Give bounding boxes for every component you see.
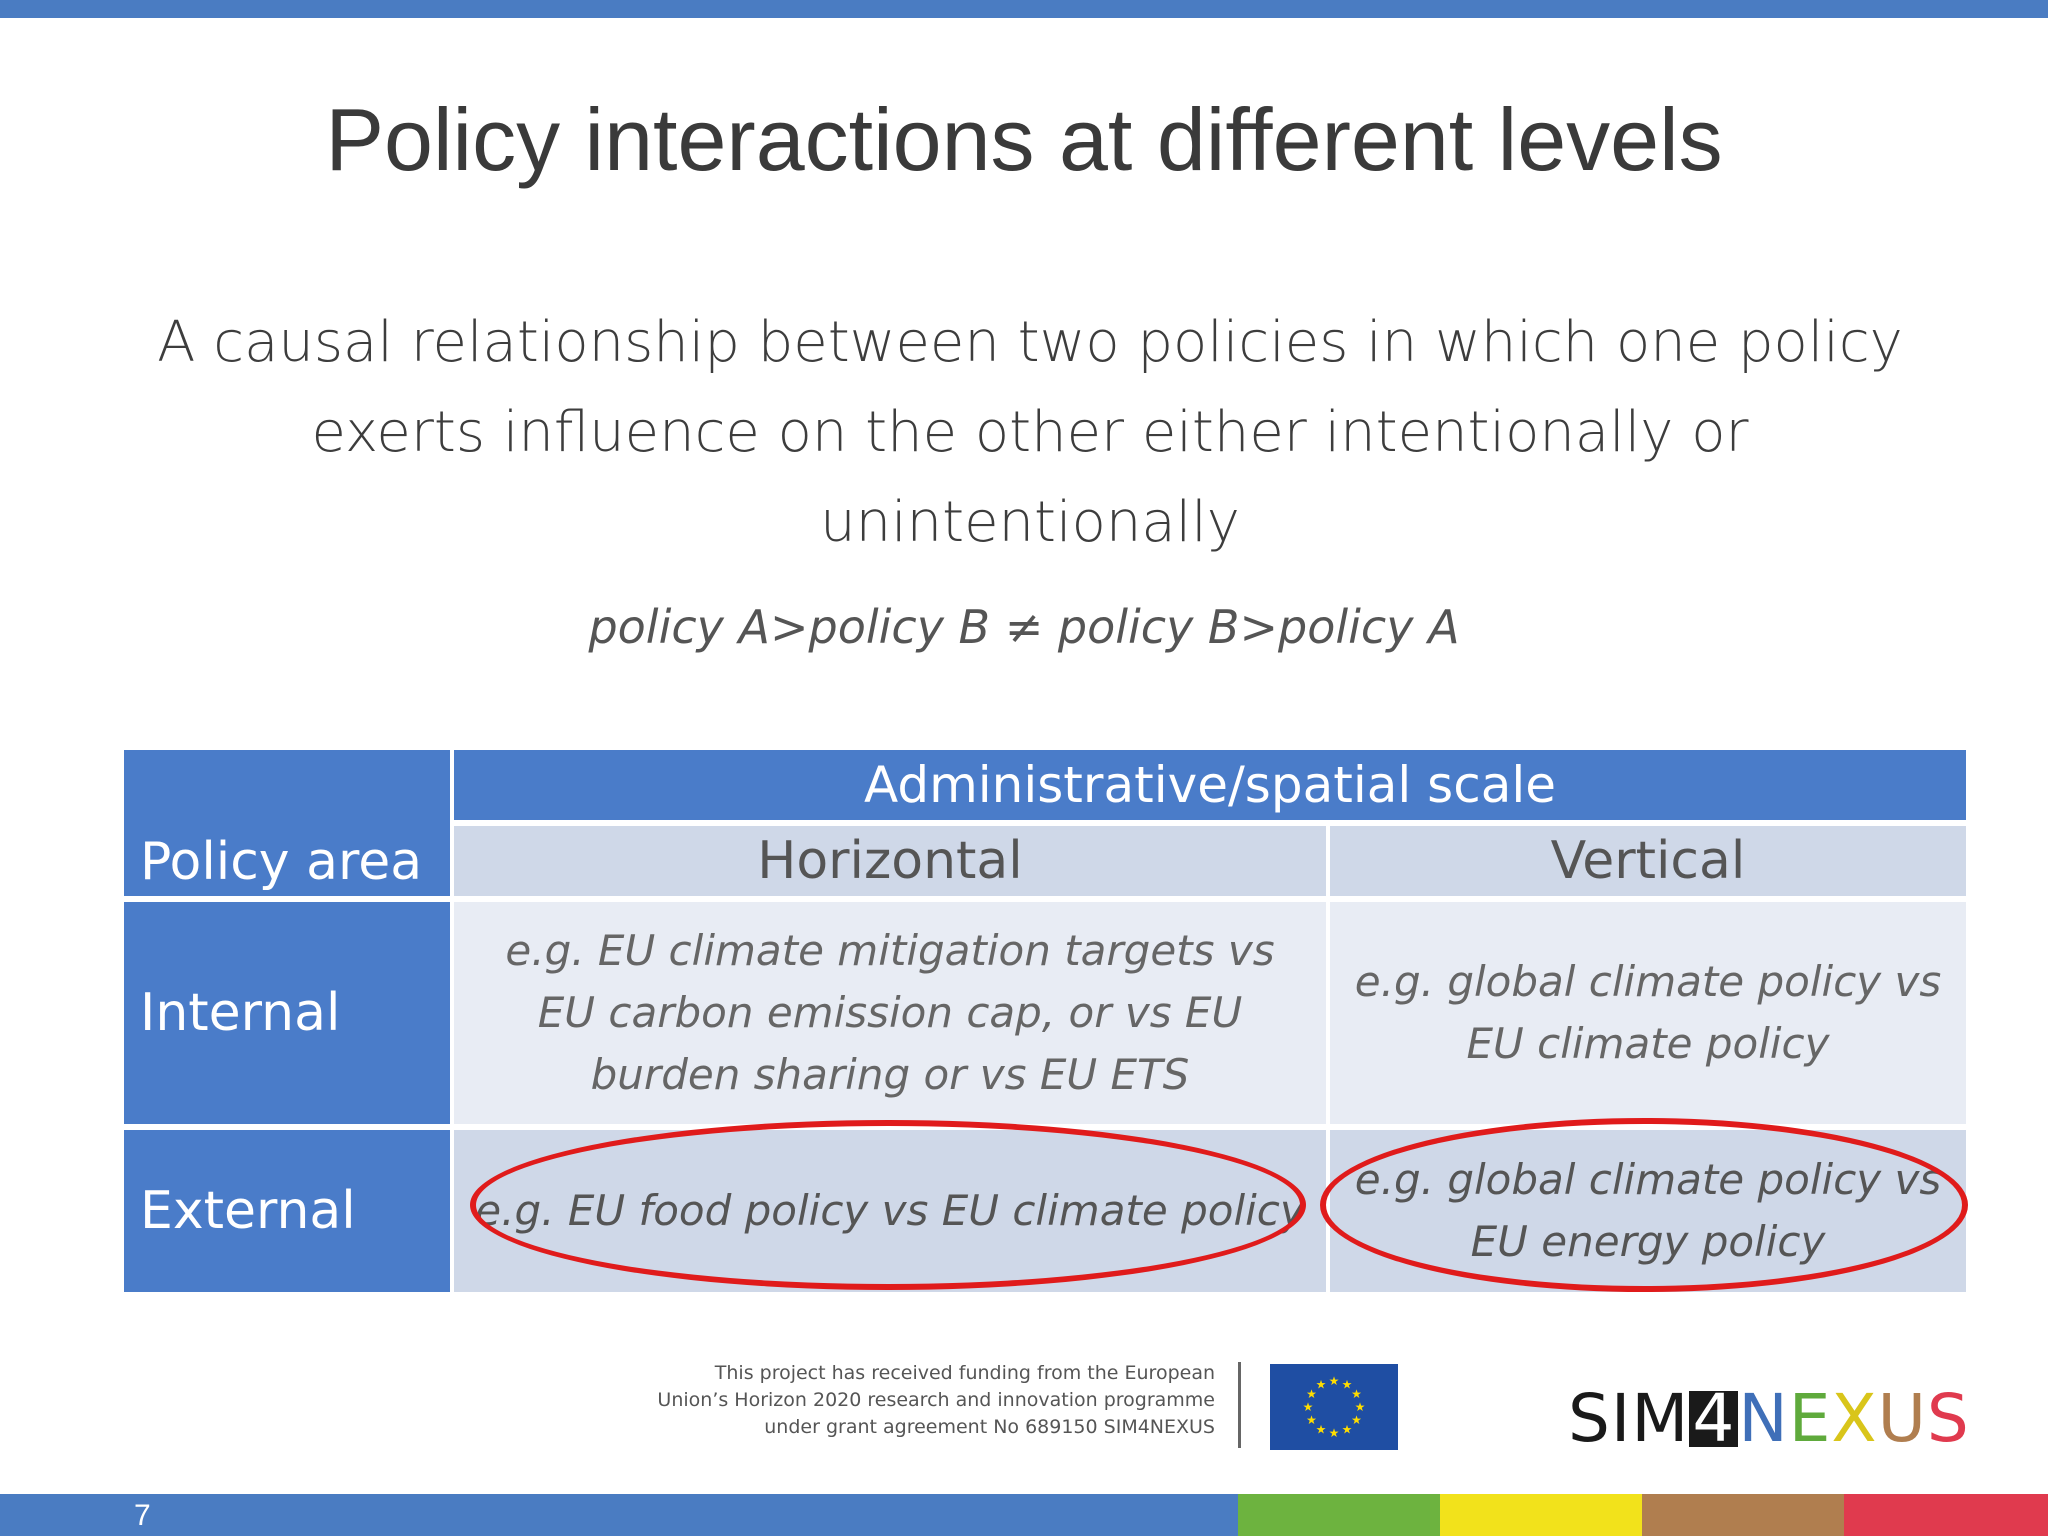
eu-star-icon: ★ (1303, 1400, 1314, 1414)
eu-star-icon: ★ (1306, 1387, 1317, 1401)
funding-notice: This project has received funding from t… (560, 1360, 1215, 1441)
cell-internal-vertical: e.g. global climate policy vs EU climate… (1330, 902, 1966, 1124)
vertical-header: Vertical (1330, 826, 1966, 896)
row-label-external-text: External (140, 1181, 356, 1241)
funding-line: This project has received funding from t… (714, 1362, 1215, 1384)
bottom-bar-brown (1642, 1494, 1844, 1536)
row-label-internal: Internal (124, 902, 450, 1124)
cell-internal-horizontal-text: e.g. EU climate mitigation targets vs EU… (505, 926, 1275, 1099)
scale-header-label: Administrative/spatial scale (864, 756, 1556, 814)
bottom-bar-red (1844, 1494, 2048, 1536)
sim4nexus-logo: SIM4NEXUS (1568, 1380, 1970, 1457)
bottom-bar-yellow (1440, 1494, 1642, 1536)
bottom-bar-green (1238, 1494, 1440, 1536)
cell-external-horizontal-text: e.g. EU food policy vs EU climate policy (475, 1186, 1305, 1235)
eu-star-icon: ★ (1306, 1413, 1317, 1427)
eu-star-icon: ★ (1351, 1413, 1362, 1427)
row-label-external: External (124, 1130, 450, 1292)
horizontal-header-label: Horizontal (757, 831, 1023, 891)
slide-title: Policy interactions at different levels (325, 90, 1723, 189)
row-label-internal-text: Internal (140, 983, 341, 1043)
eu-flag-icon: ★ ★ ★ ★ ★ ★ ★ ★ ★ ★ ★ ★ (1270, 1364, 1398, 1450)
bottom-bar-blue (0, 1494, 1238, 1536)
eu-star-icon: ★ (1351, 1387, 1362, 1401)
cell-external-vertical-text: e.g. global climate policy vs EU energy … (1354, 1155, 1942, 1266)
horizontal-header: Horizontal (454, 826, 1326, 896)
footer-divider (1238, 1362, 1241, 1448)
cell-internal-vertical-text: e.g. global climate policy vs EU climate… (1354, 957, 1942, 1068)
eu-star-icon: ★ (1355, 1400, 1366, 1414)
cell-external-vertical: e.g. global climate policy vs EU energy … (1330, 1130, 1966, 1292)
eu-star-icon: ★ (1329, 1374, 1340, 1388)
eu-star-icon: ★ (1316, 1377, 1327, 1391)
funding-line: Union’s Horizon 2020 research and innova… (657, 1389, 1215, 1411)
top-accent-bar (0, 0, 2048, 18)
eu-star-icon: ★ (1342, 1377, 1353, 1391)
scale-header: Administrative/spatial scale (454, 750, 1966, 820)
eu-star-icon: ★ (1316, 1423, 1327, 1437)
vertical-header-label: Vertical (1550, 831, 1746, 891)
policy-area-header-label: Policy area (140, 832, 423, 892)
page-number: 7 (134, 1499, 151, 1532)
formula-text: policy A>policy B ≠ policy B>policy A (588, 600, 1460, 654)
cell-internal-horizontal: e.g. EU climate mitigation targets vs EU… (454, 902, 1326, 1124)
definition-text: A causal relationship between two polici… (157, 310, 1903, 555)
eu-star-icon: ★ (1329, 1426, 1340, 1440)
funding-line: under grant agreement No 689150 SIM4NEXU… (764, 1416, 1215, 1438)
policy-interaction-table: Policy area Administrative/spatial scale… (124, 750, 1968, 1292)
cell-external-horizontal: e.g. EU food policy vs EU climate policy (454, 1130, 1326, 1292)
bottom-color-bar (0, 1494, 2048, 1536)
eu-star-icon: ★ (1342, 1423, 1353, 1437)
policy-area-header: Policy area (124, 750, 450, 896)
